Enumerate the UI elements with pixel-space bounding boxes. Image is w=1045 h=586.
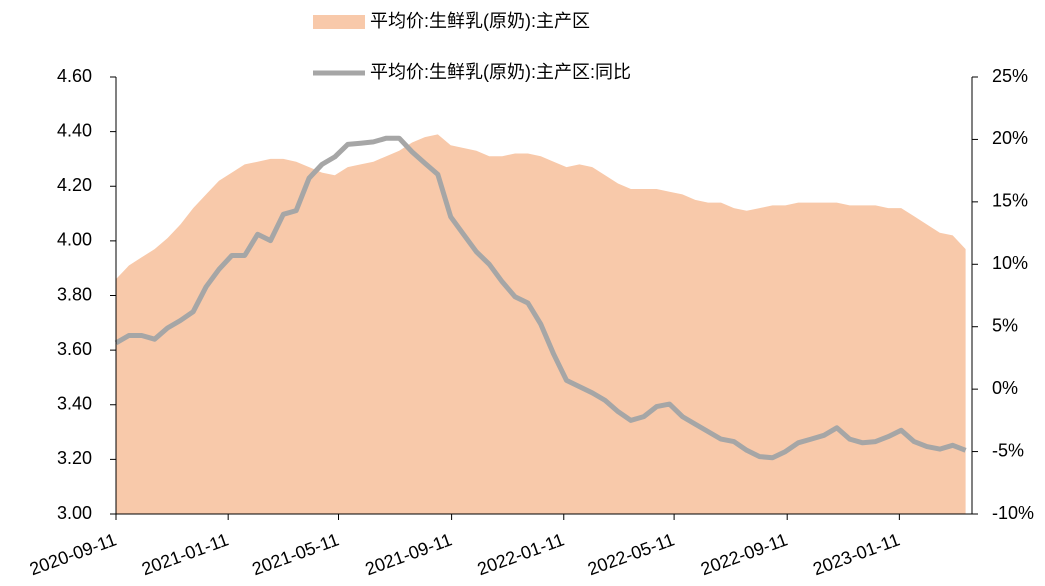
x-tick-label: 2021-01-11: [139, 529, 231, 579]
x-tick-label: 2022-05-11: [585, 529, 677, 579]
x-tick-label: 2023-01-11: [810, 529, 902, 579]
y2-tick-label: 20%: [992, 128, 1028, 148]
x-tick-label: 2021-09-11: [362, 529, 454, 579]
legend-label: 平均价:生鲜乳(原奶):主产区: [370, 11, 590, 31]
y2-tick-label: -5%: [992, 440, 1024, 460]
y-tick-label: 4.40: [57, 120, 92, 140]
line: [114, 135, 967, 461]
y-tick-label: 4.00: [57, 230, 92, 250]
x-tick-label: 2022-09-11: [698, 529, 790, 579]
y2-tick-label: 10%: [992, 253, 1028, 273]
x-tick-label: 2020-09-11: [27, 529, 119, 579]
y-tick-label: 3.60: [57, 339, 92, 359]
y2-tick-label: -10%: [992, 503, 1034, 523]
legend-swatch: [313, 15, 365, 29]
y-tick-label: 3.80: [57, 284, 92, 304]
x-tick-label: 2021-05-11: [249, 529, 341, 579]
y-tick-label: 3.20: [57, 448, 92, 468]
y-tick-label: 4.20: [57, 175, 92, 195]
x-tick-label: 2022-01-11: [475, 529, 567, 579]
y-tick-label: 3.40: [57, 394, 92, 414]
y2-tick-label: 15%: [992, 191, 1028, 211]
y2-tick-label: 0%: [992, 378, 1018, 398]
y2-tick-label: 5%: [992, 315, 1018, 335]
legend-label: 平均价:生鲜乳(原奶):主产区:同比: [370, 62, 631, 82]
y2-tick-label: 25%: [992, 66, 1028, 86]
y-tick-label: 4.60: [57, 66, 92, 86]
y-tick-label: 3.00: [57, 503, 92, 523]
